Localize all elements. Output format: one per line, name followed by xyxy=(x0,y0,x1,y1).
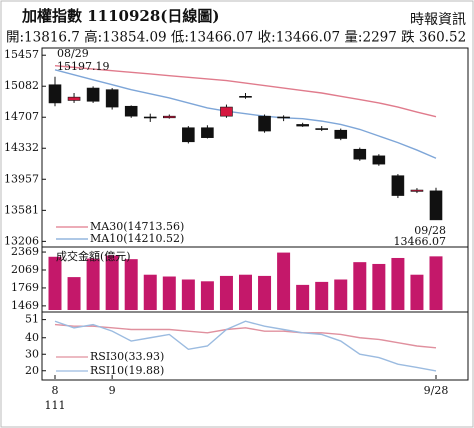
y-tick-label: 30 xyxy=(25,347,39,360)
y-tick-label: 20 xyxy=(25,364,39,377)
legend-label: RSI30(33.93) xyxy=(90,350,164,363)
legend-label: RSI10(19.88) xyxy=(90,364,164,377)
candle-body xyxy=(315,128,329,130)
bar xyxy=(315,281,329,310)
bar xyxy=(143,274,157,310)
candle-body xyxy=(296,124,309,127)
candle-body xyxy=(163,115,176,119)
candle-body xyxy=(220,106,233,117)
annotation: 13466.07 xyxy=(394,235,447,248)
candle-body xyxy=(143,116,157,119)
legend-label: MA10(14210.52) xyxy=(90,232,184,245)
candle-body xyxy=(124,105,138,117)
candle-body xyxy=(48,84,62,104)
candle-body xyxy=(353,148,367,160)
y-tick-label: 14707 xyxy=(4,110,39,123)
candle-body xyxy=(429,190,443,221)
y-tick-label: 15082 xyxy=(4,79,39,92)
rsi-line xyxy=(54,323,437,349)
bar xyxy=(372,263,386,310)
bar xyxy=(200,281,214,310)
bar xyxy=(67,277,81,310)
chart-title: 加權指數 1110928(日線圖) xyxy=(21,7,219,25)
candle-body xyxy=(67,96,81,101)
x-tick-label: 9/28 xyxy=(424,384,449,397)
bar xyxy=(429,256,443,310)
ma-line xyxy=(54,69,437,159)
y-tick-label: 1769 xyxy=(11,281,39,294)
y-tick-label: 2069 xyxy=(11,263,39,276)
summary: 開:13816.7 高:13854.09 低:13466.07 收:13466.… xyxy=(6,29,466,46)
x-tick-label: 8 xyxy=(52,384,59,397)
candle-body xyxy=(182,127,195,143)
y-tick-label: 13957 xyxy=(4,172,39,185)
panel-label: 成交金額(億元) xyxy=(56,249,131,263)
bar xyxy=(334,279,348,310)
bar xyxy=(296,284,310,310)
candle-body xyxy=(258,115,271,132)
y-tick-label: 51 xyxy=(25,313,39,326)
bar xyxy=(277,252,291,310)
y-tick-label: 1469 xyxy=(11,299,39,312)
bar xyxy=(181,279,195,310)
legend-label: MA30(14713.56) xyxy=(90,220,184,233)
annotation: 09/28 xyxy=(414,224,446,237)
y-tick-label: 13206 xyxy=(4,234,39,247)
bar xyxy=(258,275,272,310)
x-tick-label: 9 xyxy=(109,384,116,397)
bar xyxy=(86,258,100,310)
candle-body xyxy=(372,155,386,165)
y-tick-label: 15457 xyxy=(4,48,39,61)
bar xyxy=(410,274,424,310)
candle-body xyxy=(334,129,348,139)
y-tick-label: 40 xyxy=(25,331,39,344)
annotation: 15197.19 xyxy=(57,60,110,73)
ma-line xyxy=(54,65,437,118)
rsi-line xyxy=(54,320,437,372)
bar xyxy=(353,262,367,310)
source: 時報資訊 xyxy=(410,12,466,28)
bar xyxy=(391,257,405,310)
candle-body xyxy=(391,175,405,196)
candle-body xyxy=(105,89,119,108)
bar xyxy=(105,255,119,310)
bar xyxy=(239,274,252,310)
y-tick-label: 13581 xyxy=(4,203,39,216)
candle-body xyxy=(86,87,100,102)
y-tick-label: 14332 xyxy=(4,141,39,154)
bar xyxy=(124,259,138,310)
candle-body xyxy=(239,96,252,98)
candle-body xyxy=(410,189,424,192)
candle-body xyxy=(201,127,214,138)
bar xyxy=(48,256,62,310)
annotation: 08/29 xyxy=(57,47,89,60)
bar xyxy=(162,276,176,310)
y-tick-label: 2369 xyxy=(11,245,39,258)
x-sub-label: 111 xyxy=(45,399,66,412)
candle-body xyxy=(277,116,290,119)
bar xyxy=(219,275,233,310)
